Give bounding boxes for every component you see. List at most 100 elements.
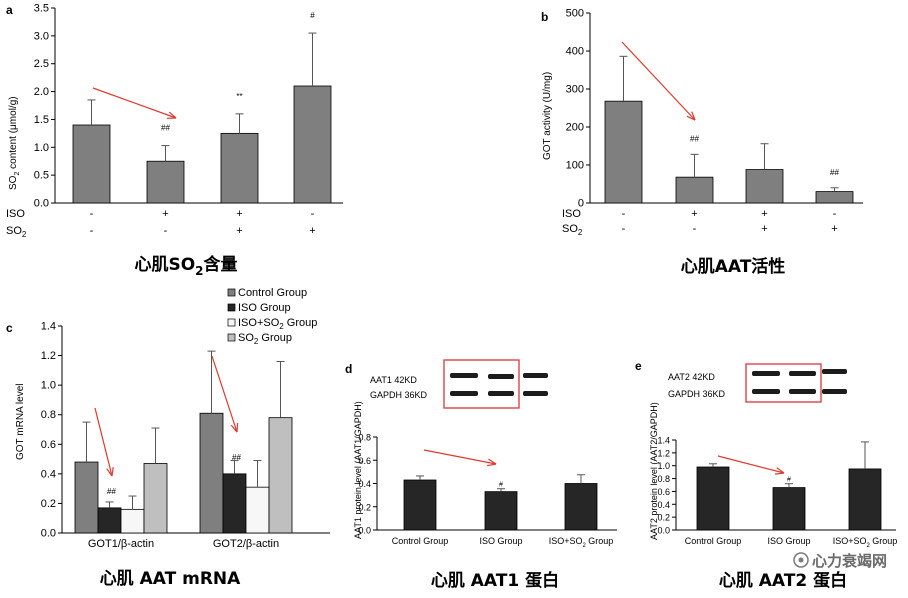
bar: [268, 417, 293, 534]
bar: [143, 463, 168, 534]
row-sign: -: [90, 208, 94, 220]
arrow-head: [686, 115, 696, 121]
red-arrow-b: [621, 41, 696, 121]
significance-mark: ##: [107, 487, 116, 496]
significance-mark: #: [499, 482, 503, 489]
watermark-icon: [793, 552, 809, 568]
red-arrow-c2: [211, 355, 239, 433]
y-axis-label: GOT mRNA level: [15, 384, 26, 461]
blot-band: [523, 373, 548, 378]
y-tick-label: 0.2: [657, 513, 670, 523]
arrow-head: [488, 458, 497, 465]
row-sign: +: [761, 208, 767, 220]
significance-mark: ##: [161, 124, 170, 133]
significance-mark: ##: [830, 168, 839, 177]
panel-title: 心肌SO2含量: [134, 254, 237, 278]
highlight-box: [745, 363, 822, 403]
arrow-head: [230, 424, 238, 433]
arrow-shaft: [621, 41, 696, 121]
y-tick-label: 0.2: [41, 498, 56, 510]
arrow-head: [691, 111, 696, 121]
panel-d: 0.0 0.2 0.4 0.6 0.8 d AAT1 protein level (AAT1…: [345, 359, 617, 591]
red-arrow-e: [717, 455, 785, 475]
panel-letter: b: [541, 10, 548, 24]
y-tick-label: 400: [566, 46, 584, 58]
bar: [220, 132, 259, 204]
panel-e: 0.0 0.2 0.4 0.6 0.8 1.0 1.2 1.4 e AAT2 protein le…: [635, 359, 897, 591]
significance-mark: **: [236, 92, 242, 101]
y-tick-label: 0.0: [41, 528, 56, 540]
y-axis-label: AAT2 protein level (AAT2/GAPDH): [649, 402, 659, 540]
arrow-head: [236, 422, 239, 433]
panel-title: 心肌 AAT2 蛋白: [719, 570, 847, 591]
arrow-head: [168, 111, 177, 119]
legend-swatch: [227, 303, 236, 312]
legend-swatch: [227, 333, 236, 342]
legend-swatch: [227, 318, 236, 327]
blot-band: [822, 369, 847, 374]
highlight-box: [443, 359, 520, 409]
watermark: 心力衰竭网: [793, 552, 887, 570]
bar: [745, 169, 784, 204]
bar: [146, 160, 185, 204]
x-tick-label: Control Group: [392, 536, 449, 546]
row-sign: +: [309, 225, 315, 237]
blot-band: [752, 389, 780, 394]
y-axis-label: SO2 content (μmol/g): [8, 96, 21, 190]
y-tick-label: 3.5: [34, 3, 49, 15]
panel-a: 0.0 0.5 1.0 1.5 2.0 2.5 3.0 3.5 a SO2 content (μm…: [6, 3, 343, 278]
legend-label: Control Group: [238, 287, 307, 299]
y-tick-label: 0.6: [657, 487, 670, 497]
arrow-shaft: [717, 455, 785, 474]
blot-label: AAT2 42KD: [668, 372, 715, 382]
y-tick-label: 0.0: [34, 198, 49, 210]
bar: [675, 176, 714, 204]
bar: [815, 191, 854, 204]
y-tick-label: 0.6: [358, 456, 371, 466]
y-tick-label: 0.8: [657, 474, 670, 484]
y-tick-label: 0.4: [41, 468, 56, 480]
panel-c: 0.0 0.2 0.4 0.6 0.8 1.0 1.2 1.4 c GOT mRNA level #…: [6, 287, 330, 589]
red-arrow-d: [423, 449, 497, 467]
blot-label: GAPDH 36KD: [668, 389, 726, 399]
y-tick-label: 1.0: [657, 461, 670, 471]
panel-letter: e: [635, 359, 642, 373]
bar: [74, 461, 99, 534]
row-sign: -: [164, 225, 168, 237]
blot-label: GAPDH 36KD: [370, 390, 428, 400]
blot-band: [450, 373, 478, 378]
panel-b: 0 100 200 300 400 500 b GOT activity (U/mg) ## ##…: [541, 8, 863, 277]
y-tick-label: 300: [566, 84, 584, 96]
panel-title: 心肌 AAT1 蛋白: [431, 570, 559, 591]
bar: [696, 466, 730, 531]
y-tick-label: 0.6: [41, 439, 56, 451]
blot-band: [789, 389, 816, 394]
y-tick-label: 0.0: [358, 526, 371, 536]
blot-band: [752, 371, 780, 376]
row-sign: -: [90, 225, 94, 237]
legend-label: ISO+SO2 Group: [238, 317, 317, 331]
panel-letter: d: [345, 362, 352, 376]
bar: [120, 508, 145, 534]
watermark-icon-dot: [798, 557, 804, 563]
row-sign: +: [761, 223, 767, 235]
panel-letter: a: [6, 3, 13, 17]
y-tick-label: 200: [566, 122, 584, 134]
panel-letter: c: [6, 321, 13, 335]
bar: [72, 124, 111, 204]
bar: [403, 479, 437, 531]
row-sign: +: [831, 223, 837, 235]
legend-label: SO2 Group: [238, 332, 292, 346]
arrow-shaft: [92, 87, 177, 119]
y-axis-label: GOT activity (U/mg): [542, 72, 553, 160]
y-tick-label: 0: [578, 198, 584, 210]
y-tick-label: 0.4: [657, 500, 670, 510]
x-tick-label: GOT1/β-actin: [88, 538, 154, 550]
y-tick-label: 0.5: [34, 170, 49, 182]
blot-label: AAT1 42KD: [370, 375, 417, 385]
x-tick-label: ISO Group: [767, 536, 810, 546]
row-label: SO2: [562, 223, 583, 237]
row-label: ISO: [562, 208, 581, 220]
y-tick-label: 1.0: [34, 142, 49, 154]
arrow-head: [111, 467, 114, 477]
